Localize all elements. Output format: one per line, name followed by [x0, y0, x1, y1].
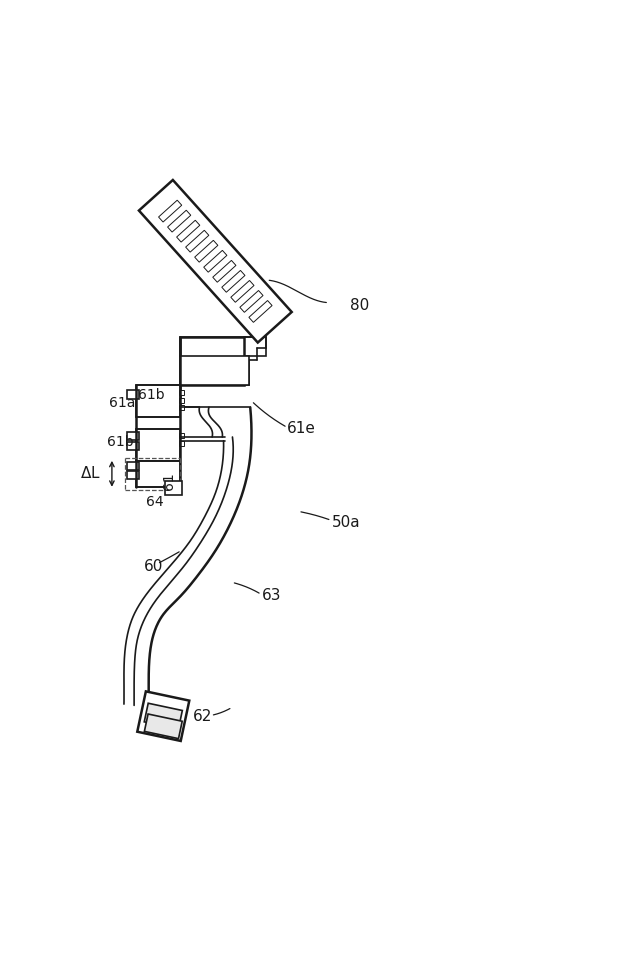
Bar — [127, 442, 138, 450]
Bar — [159, 200, 182, 222]
Text: 61a: 61a — [109, 396, 135, 410]
Bar — [168, 210, 191, 232]
Bar — [179, 390, 184, 395]
Text: 61e: 61e — [287, 420, 316, 436]
Bar — [179, 406, 184, 411]
Bar — [136, 461, 180, 486]
Text: 64: 64 — [146, 494, 164, 509]
Bar — [180, 338, 266, 356]
Bar — [186, 231, 209, 252]
Bar — [204, 250, 227, 272]
Bar — [138, 692, 189, 741]
Bar — [177, 220, 200, 242]
Text: 50a: 50a — [332, 515, 360, 529]
Bar — [164, 482, 182, 495]
Bar — [180, 338, 244, 385]
Bar — [179, 398, 184, 403]
Bar — [231, 280, 254, 303]
Bar — [240, 291, 263, 312]
Bar — [127, 462, 138, 470]
Text: 62: 62 — [193, 708, 212, 724]
Bar — [144, 703, 182, 729]
Bar — [136, 429, 180, 461]
Bar — [180, 356, 249, 385]
Bar — [127, 471, 138, 479]
Bar — [212, 261, 236, 282]
Text: 63: 63 — [262, 588, 281, 603]
Bar — [222, 270, 245, 292]
Bar — [127, 432, 138, 440]
Bar — [179, 433, 184, 438]
Bar — [179, 441, 184, 446]
Text: 61b: 61b — [108, 435, 134, 450]
Bar — [127, 390, 138, 399]
Text: 61: 61 — [162, 473, 176, 490]
Text: 60: 60 — [143, 559, 163, 574]
Text: 61b: 61b — [138, 388, 164, 402]
Bar — [195, 240, 218, 262]
Bar — [139, 180, 292, 342]
Bar — [145, 714, 182, 739]
Bar — [136, 385, 180, 416]
Bar — [249, 301, 272, 322]
Text: 80: 80 — [351, 298, 370, 313]
Text: $\Delta$L: $\Delta$L — [80, 464, 100, 481]
